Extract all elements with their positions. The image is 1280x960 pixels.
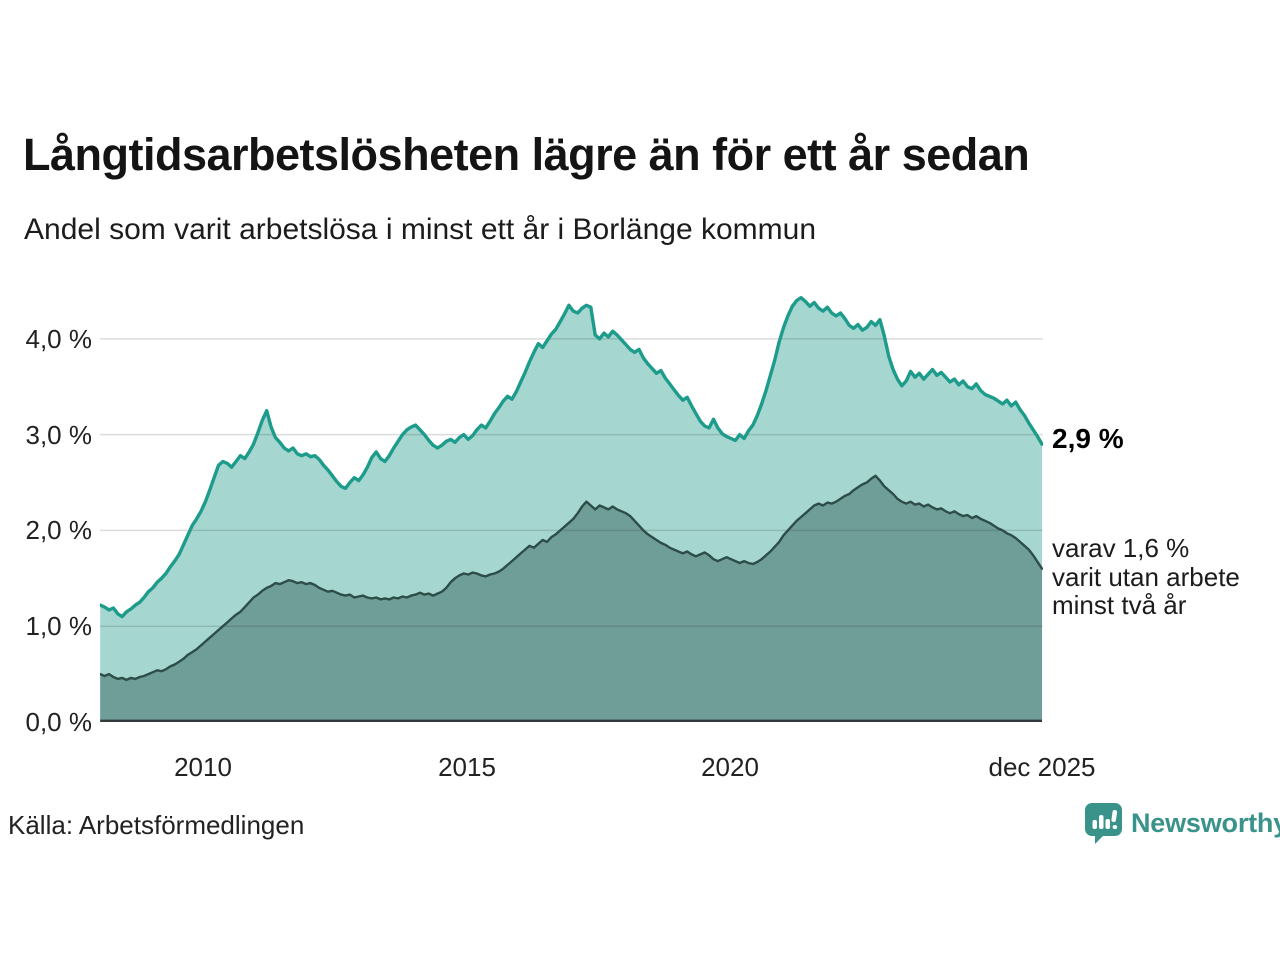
source-note: Källa: Arbetsförmedlingen (8, 810, 305, 840)
series-2-area (100, 475, 1042, 722)
x-tick-label: 2010 (174, 752, 232, 782)
y-tick-label: 4,0 % (25, 324, 93, 354)
x-tick-label: 2015 (438, 752, 496, 782)
end-series2-label: varav 1,6 % varit utan arbete minst två … (1052, 534, 1240, 620)
x-tick-label: dec 2025 (988, 752, 1096, 782)
y-tick-label: 0,0 % (25, 707, 93, 737)
end-value-label: 2,9 % (1052, 423, 1124, 454)
end-series2-line3: minst två år (1052, 590, 1187, 620)
x-tick-label: 2020 (701, 752, 759, 782)
series-1-line (100, 296, 1043, 619)
y-tick-label: 1,0 % (25, 611, 93, 641)
series-2-line (100, 474, 1043, 682)
page-subtitle: Andel som varit arbetslösa i minst ett å… (24, 213, 816, 246)
end-series2-line2: varit utan arbete (1052, 561, 1240, 592)
page-title: Långtidsarbetslösheten lägre än för ett … (23, 129, 1030, 180)
y-tick-label: 3,0 % (25, 420, 93, 450)
bar-chart-glyph (1092, 810, 1118, 830)
end-series2-line1: varav 1,6 % (1052, 533, 1190, 563)
plot-svg (100, 296, 1043, 722)
brand-name: Newsworthy (1131, 808, 1280, 838)
newsworthy-icon (1085, 803, 1122, 844)
y-tick-label: 2,0 % (25, 515, 93, 545)
brand-logo: Newsworthy (1085, 803, 1280, 844)
